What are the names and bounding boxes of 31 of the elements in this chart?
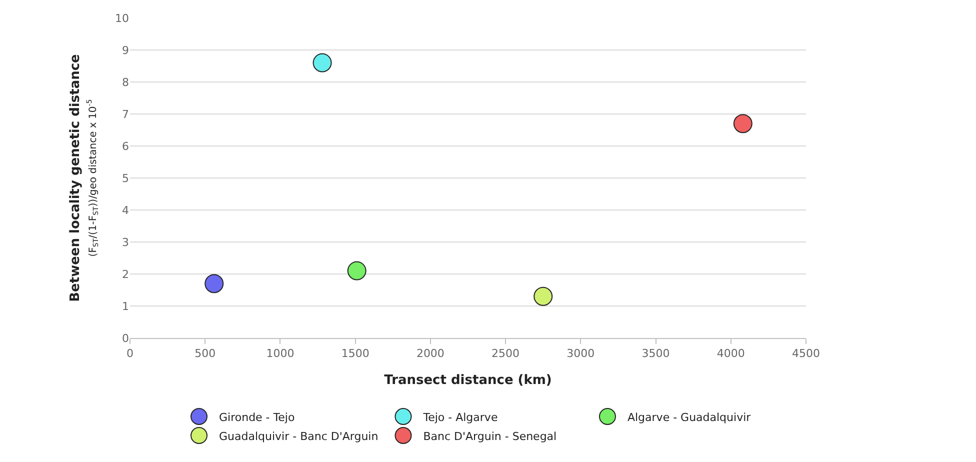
y-tick-label: 7 [122, 108, 129, 121]
point [312, 53, 332, 72]
x-tick-label: 2500 [492, 347, 520, 360]
y-tick-label: 0 [122, 332, 129, 345]
x-tick-label: 4000 [716, 347, 745, 360]
x-tick-label: 4500 [792, 347, 820, 360]
x-tick-label: 3000 [566, 347, 595, 360]
legend-label: Banc D'Arguin - Senegal [423, 430, 557, 443]
legend-label: Tejo - Algarve [422, 410, 498, 424]
y-tick-label: 5 [122, 172, 129, 185]
y-tick-label: 4 [122, 204, 129, 217]
y-tick-label: 1 [122, 300, 129, 313]
y-tick-label: 8 [122, 76, 129, 89]
legend-label: Guadalquivir - Banc D'Arguin [219, 430, 378, 443]
y-tick-label: 6 [122, 140, 129, 153]
x-tick-label: 1000 [266, 347, 294, 360]
point [204, 274, 224, 294]
y-tick-label: 2 [122, 268, 129, 281]
y-tick-label: 9 [122, 44, 129, 57]
y-tick-label: 10 [115, 12, 129, 25]
point [733, 114, 752, 134]
legend-label: Algarve - Guadalquivir [627, 410, 752, 424]
y-tick-label: 3 [122, 236, 129, 249]
legend-label: Gironde - Tejo [219, 410, 295, 424]
x-tick-label: 500 [194, 347, 216, 360]
point [534, 286, 553, 306]
x-tick-label: 2000 [416, 347, 444, 360]
x-axis-title: Transect distance (km) [384, 372, 552, 388]
point [347, 261, 366, 280]
x-tick-label: 3500 [642, 347, 670, 360]
x-tick-label: 1500 [341, 347, 370, 360]
